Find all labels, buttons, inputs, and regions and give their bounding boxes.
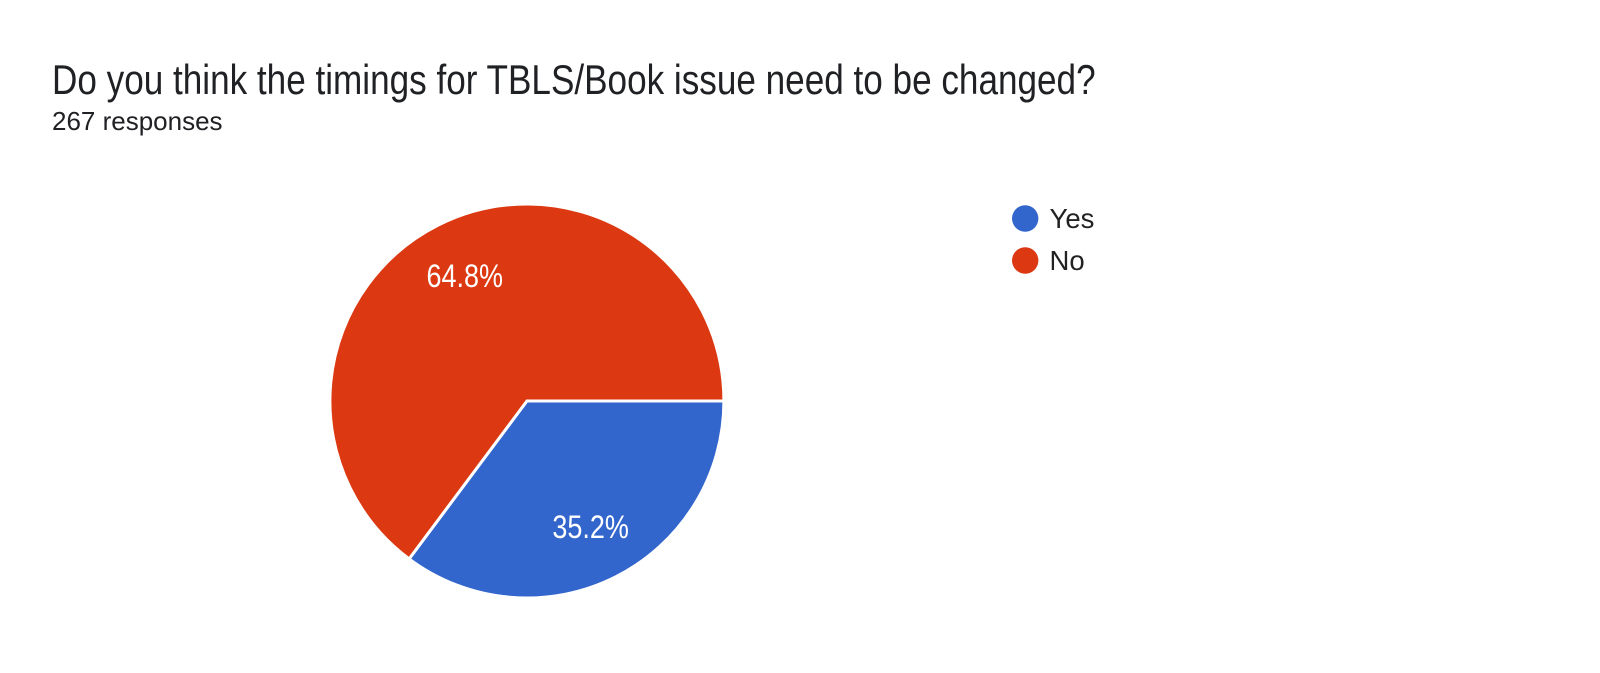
svg-text:35.2%: 35.2% <box>552 509 629 545</box>
svg-text:Yes: Yes <box>1050 203 1095 234</box>
svg-text:64.8%: 64.8% <box>427 258 504 294</box>
svg-text:No: No <box>1050 245 1085 276</box>
